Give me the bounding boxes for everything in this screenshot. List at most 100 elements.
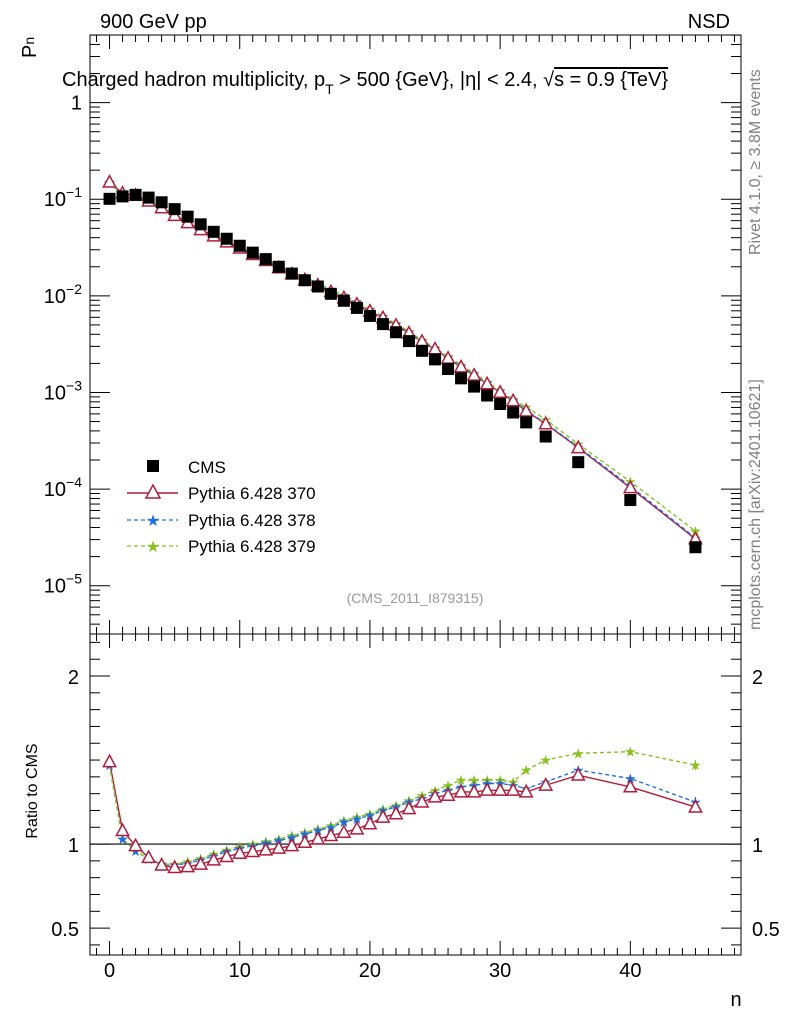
ratio-y-label: Ratio to CMS [24, 743, 41, 838]
p370-marker [219, 848, 235, 863]
p370-marker [362, 815, 378, 830]
p370-marker [518, 402, 534, 417]
p379-ratio-marker: ★ [494, 772, 507, 788]
p370-marker [206, 851, 222, 866]
main-y-tick-label: 10−3 [44, 377, 82, 404]
p370-marker [271, 840, 287, 854]
cms-point [376, 318, 389, 331]
p370-marker [232, 845, 248, 859]
p379-ratio-marker: ★ [572, 745, 585, 761]
main-y-tick-exp: −1 [66, 184, 82, 200]
cms-point [272, 260, 285, 273]
cms-point [246, 246, 259, 259]
p379-ratio-marker: ★ [377, 801, 390, 817]
x-axis-label: n [730, 989, 741, 1011]
cms-point [624, 494, 637, 507]
cms-point [207, 225, 220, 238]
cms-point [520, 416, 533, 429]
side-label-top: Rivet 4.1.0, ≥ 3.8M events [747, 69, 764, 255]
p379-ratio-marker: ★ [481, 772, 494, 788]
x-tick-label: 30 [489, 960, 511, 982]
cms-point [442, 362, 455, 375]
p370-marker [479, 375, 495, 390]
p370-marker [538, 415, 554, 430]
p370-marker [440, 787, 456, 801]
legend-marker-p370 [144, 483, 162, 499]
p370-marker [518, 783, 534, 798]
cms-point [194, 218, 207, 231]
p370-marker [102, 174, 117, 188]
legend-label-p379: Pythia 6.428 379 [188, 537, 316, 556]
cms-point [363, 309, 376, 322]
cms-point [298, 274, 311, 287]
p370-marker [453, 783, 469, 798]
p379-ratio-marker: ★ [286, 828, 299, 844]
main-y-tick-base: 10 [44, 286, 66, 308]
p379-ratio-marker: ★ [325, 818, 338, 834]
cms-point [103, 192, 116, 205]
x-tick-label: 10 [229, 960, 251, 982]
main-y-tick-exp: −5 [66, 571, 82, 587]
p379-ratio-marker: ★ [312, 821, 325, 837]
p370-marker [414, 793, 430, 808]
x-tick-label: 0 [104, 960, 115, 982]
p379-ratio-marker: ★ [259, 834, 272, 850]
p370-marker [245, 843, 261, 858]
p378-ratio-marker: ★ [299, 826, 312, 842]
cms-point [155, 196, 168, 209]
legend-marker-cms [147, 460, 159, 472]
p370-marker [505, 392, 521, 407]
cms-point [481, 389, 494, 402]
p379-ratio-marker: ★ [273, 831, 286, 847]
analysis-tag: (CMS_2011_I879315) [347, 590, 484, 606]
p370-marker [297, 834, 313, 849]
header-left: 900 GeV pp [100, 11, 207, 33]
p370-marker [323, 827, 339, 842]
title-sub: T [325, 81, 334, 97]
cms-point [572, 456, 585, 469]
p370-marker [687, 799, 703, 813]
p379-ratio-marker: ★ [689, 757, 702, 773]
p370-marker [349, 820, 365, 835]
main-y-tick-base: 10 [44, 576, 66, 598]
p370-marker [427, 788, 443, 803]
ratio-frame [89, 633, 742, 956]
legend-label-p378: Pythia 6.428 378 [188, 511, 316, 530]
p370-marker [538, 777, 554, 791]
ratio-y-tick-label-right: 1 [752, 835, 763, 857]
title-prefix: Charged hadron multiplicity, p [62, 69, 325, 91]
p370-marker [401, 800, 417, 815]
p370-marker [115, 822, 130, 837]
cms-point [337, 294, 350, 307]
title-suffix: s = 0.9 {TeV} [554, 69, 668, 91]
p370-marker [570, 439, 586, 454]
p370-marker [492, 384, 508, 398]
cms-point [494, 397, 507, 410]
p378-ratio-marker: ★ [338, 814, 351, 830]
cms-point [168, 203, 181, 216]
cms-point [416, 344, 429, 357]
cms-point [539, 430, 552, 443]
p379-ratio-marker: ★ [624, 744, 637, 760]
cms-point [468, 380, 481, 393]
p379-ratio-marker: ★ [520, 762, 533, 778]
cms-point [220, 232, 233, 245]
p379-ratio-marker: ★ [299, 824, 312, 840]
cms-point [429, 353, 442, 366]
p378-ratio-marker: ★ [312, 823, 325, 839]
p379-ratio-marker: ★ [539, 752, 552, 768]
p379-ratio-marker: ★ [390, 797, 403, 813]
p370-marker [284, 837, 300, 852]
main-y-tick-exp: −4 [66, 474, 82, 490]
p378-ratio-marker: ★ [325, 819, 338, 835]
main-y-tick-label: 10−1 [44, 184, 82, 211]
main-y-tick-label: 10−2 [44, 281, 82, 308]
cms-point [507, 406, 520, 419]
p370-marker [193, 856, 209, 870]
p370-marker [310, 830, 326, 845]
p379-ratio-marker: ★ [468, 772, 481, 788]
main-y-tick-exp: −3 [66, 377, 82, 393]
legend-marker-p379: ★ [146, 539, 160, 556]
main-y-tick-label: 1 [71, 93, 82, 115]
cms-point [285, 267, 298, 280]
